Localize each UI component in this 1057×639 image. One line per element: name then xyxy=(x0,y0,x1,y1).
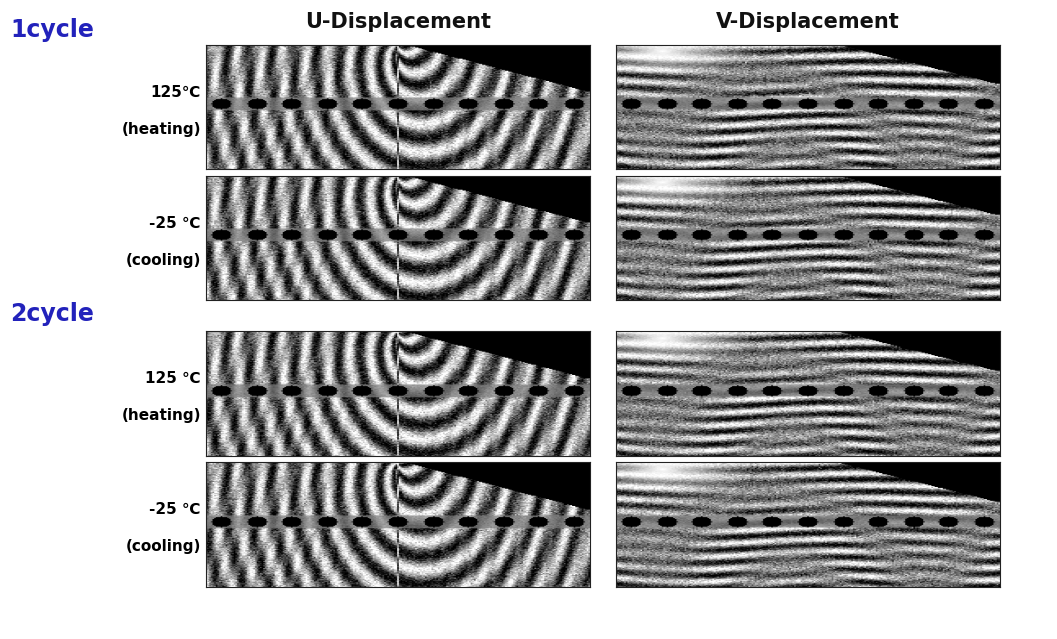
Text: (heating): (heating) xyxy=(122,122,201,137)
Text: 2cycle: 2cycle xyxy=(11,302,94,327)
Text: -25 ℃: -25 ℃ xyxy=(149,502,201,517)
Text: U-Displacement: U-Displacement xyxy=(305,12,490,33)
Text: 1cycle: 1cycle xyxy=(11,17,94,42)
Text: (heating): (heating) xyxy=(122,408,201,423)
Text: (cooling): (cooling) xyxy=(126,253,201,268)
Text: 125℃: 125℃ xyxy=(150,84,201,100)
Text: 125 ℃: 125 ℃ xyxy=(145,371,201,386)
Text: V-Displacement: V-Displacement xyxy=(717,12,900,33)
Text: -25 ℃: -25 ℃ xyxy=(149,215,201,231)
Text: (cooling): (cooling) xyxy=(126,539,201,554)
